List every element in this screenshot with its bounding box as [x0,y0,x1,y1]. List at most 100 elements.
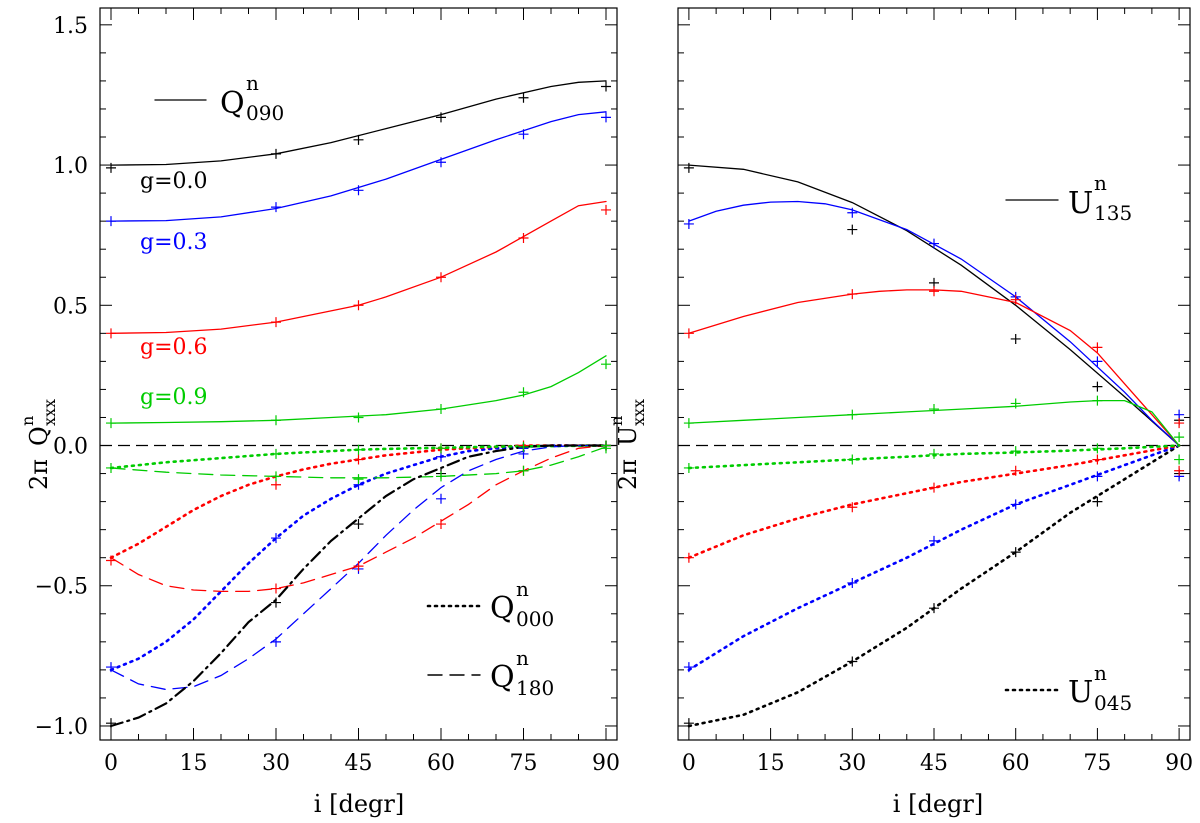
data-point-marker [1092,395,1103,406]
data-point-marker [436,272,446,283]
data-point-marker [106,662,116,673]
data-point-marker [1092,356,1103,367]
x-axis-label-left: i [degr] [314,790,404,818]
y-tick-label: 1.0 [53,154,88,179]
g-label-0.9: g=0.9 [140,385,208,410]
data-point-marker [518,129,529,140]
legend-q090-letter: Q [220,86,245,121]
y-tick-label: 0.5 [53,294,88,319]
data-point-marker [353,519,364,530]
x-tick-label: 60 [1002,751,1030,776]
x-tick-label: 90 [1165,751,1193,776]
data-point-marker [353,412,364,423]
data-point-marker [1092,342,1103,353]
series-line-u135-g-0-3 [688,200,1180,447]
x-tick-label: 75 [1083,751,1111,776]
g-label-0.3: g=0.3 [140,230,208,255]
data-point-marker [601,112,611,123]
g-labels: g=0.0 g=0.3 g=0.6 g=0.9 [140,169,208,410]
y-label-right-prefix: 2π [614,459,642,490]
data-point-marker [683,462,694,473]
data-point-marker [1010,547,1021,558]
g-label-0.6: g=0.6 [140,335,208,360]
data-point-marker [1010,294,1021,305]
data-point-marker [683,162,694,173]
data-point-marker [106,216,116,227]
data-point-marker [353,474,364,485]
data-point-marker [683,328,694,339]
y-label-right-sup: n [607,416,626,426]
x-tick-label: 30 [838,751,866,776]
data-point-marker [601,359,611,370]
data-point-marker [271,317,281,328]
data-point-marker [1092,454,1103,465]
legend-u135-sub: 135 [1094,201,1132,225]
data-point-marker [518,441,529,452]
legend-entry-q090: Q n 090 [220,71,284,125]
data-point-marker [1010,398,1021,409]
legend-q180-sub: 180 [516,676,554,700]
data-point-marker [1174,409,1185,420]
data-point-marker [683,662,694,673]
data-point-marker [436,451,446,462]
data-point-marker [1092,443,1103,454]
data-point-marker [436,493,446,504]
legend-u045-sub: 045 [1094,691,1132,715]
x-tick-label: 15 [757,751,785,776]
y-label-left-sup: n [18,416,37,426]
data-point-marker [1010,465,1021,476]
data-point-marker [518,387,529,398]
x-tick-label: 90 [592,751,620,776]
data-point-marker [929,535,939,546]
y-label-left-sub: xxx [40,399,59,426]
x-tick-label: 0 [682,751,696,776]
data-point-marker [271,148,281,159]
data-point-marker [353,444,364,455]
legend-q180-letter: Q [490,660,515,695]
data-point-marker [1010,446,1021,457]
data-point-marker [929,448,939,459]
data-point-marker [1174,418,1185,429]
x-tick-label: 75 [510,751,538,776]
series-line-q180-g-0-9 [110,446,607,479]
data-point-marker [106,555,116,566]
data-point-marker [271,636,281,647]
data-point-marker [929,603,939,614]
data-point-marker [683,552,694,563]
panel-right: 0 15 30 45 60 75 90 [677,7,1193,776]
legend-u135-sup: n [1094,171,1107,195]
data-point-marker [106,418,116,429]
data-point-marker [847,224,858,235]
data-point-marker [847,289,858,300]
data-point-marker [271,597,281,608]
data-point-marker [601,204,611,215]
y-label-right-sub: xxx [629,399,648,426]
legend-entry-q000: Q n 000 [490,577,554,631]
data-point-marker [847,656,858,667]
x-tick-label: 0 [104,751,118,776]
x-tick-label: 45 [345,751,373,776]
data-point-marker [353,454,364,465]
data-point-marker [436,471,446,482]
legend-u045-letter: U [1068,675,1093,710]
data-point-marker [1092,471,1103,482]
x-tick-label: 30 [262,751,290,776]
data-point-marker [106,462,116,473]
series-line-q090-g-0-6 [110,200,607,334]
legend-entry-q180: Q n 180 [490,646,554,700]
data-point-marker [1174,454,1185,465]
data-point-marker [929,238,939,249]
data-point-marker [929,482,939,493]
data-point-marker [1092,381,1103,392]
x-tick-label: 60 [427,751,455,776]
series-line-q090-g-0-0 [110,80,607,166]
data-point-marker [518,92,529,103]
data-point-marker [436,519,446,530]
data-point-marker [847,502,858,513]
legend-q000-sup: n [516,577,529,601]
data-point-marker [271,448,281,459]
x-tick-label: 45 [920,751,948,776]
data-point-marker [1010,499,1021,510]
legend-q000-letter: Q [490,591,515,626]
